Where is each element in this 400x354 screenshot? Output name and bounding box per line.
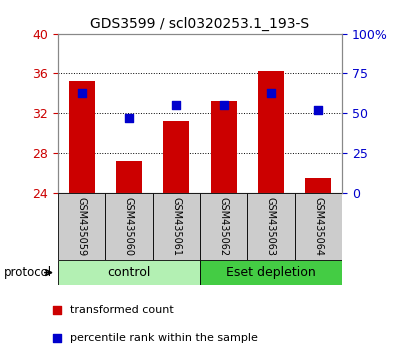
Bar (247, 193, 295, 260)
Text: Eset depletion: Eset depletion (226, 266, 316, 279)
Text: control: control (107, 266, 151, 279)
Bar (163, 121, 189, 193)
Bar (105, 193, 153, 260)
Text: transformed count: transformed count (70, 305, 174, 315)
Text: GSM435064: GSM435064 (313, 197, 323, 256)
Point (220, 103, 227, 108)
Text: GSM435059: GSM435059 (77, 197, 87, 256)
Point (54, 307, 60, 313)
Point (126, 115, 132, 121)
Bar (200, 260, 342, 285)
Bar (58, 193, 105, 260)
Text: percentile rank within the sample: percentile rank within the sample (70, 333, 258, 343)
Point (268, 90, 274, 96)
Bar (69, 81, 95, 193)
Point (78, 90, 85, 96)
Bar (116, 161, 142, 193)
Bar (305, 178, 331, 193)
Bar (58, 260, 200, 285)
Text: GSM435061: GSM435061 (171, 197, 181, 256)
Bar (211, 101, 237, 193)
Bar (200, 193, 247, 260)
Point (54, 335, 60, 341)
Text: GSM435063: GSM435063 (266, 197, 276, 256)
Point (173, 103, 180, 108)
Text: protocol: protocol (4, 266, 52, 279)
Bar (258, 72, 284, 193)
Text: GSM435060: GSM435060 (124, 197, 134, 256)
Bar (153, 193, 200, 260)
Title: GDS3599 / scl0320253.1_193-S: GDS3599 / scl0320253.1_193-S (90, 17, 310, 31)
Point (315, 107, 322, 113)
Bar (295, 193, 342, 260)
Text: GSM435062: GSM435062 (219, 197, 229, 256)
